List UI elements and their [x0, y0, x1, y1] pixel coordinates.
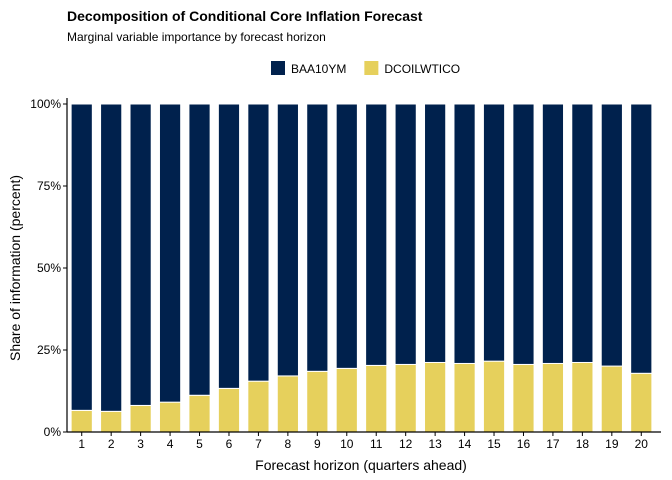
- x-tick-label: 8: [285, 437, 292, 451]
- x-tick-label: 10: [340, 437, 354, 451]
- bar-baa10ym-14: [453, 103, 476, 364]
- legend-label-baa10ym: BAA10YM: [291, 62, 346, 76]
- x-tick-label: 15: [487, 437, 501, 451]
- bar-dcoilwtico-16: [512, 363, 535, 433]
- y-tick-label: 75%: [37, 179, 61, 193]
- axes: 1 2 3 4 5 6 7 8 9 10 11 12 13 14 15 16 17 18 19 200%25%50%7…: [30, 97, 661, 451]
- legend-swatch-dcoilwtico: [364, 61, 379, 75]
- bar-baa10ym-10: [335, 103, 358, 369]
- bar-dcoilwtico-19: [600, 365, 623, 433]
- bar-baa10ym-16: [512, 103, 535, 365]
- x-tick-label: 14: [458, 437, 472, 451]
- x-tick-label: 13: [428, 437, 442, 451]
- bar-dcoilwtico-6: [217, 387, 241, 433]
- legend-label-dcoilwtico: DCOILWTICO: [384, 62, 460, 76]
- bar-dcoilwtico-3: [129, 404, 152, 433]
- bars: [70, 103, 653, 433]
- bar-baa10ym-11: [365, 103, 388, 366]
- x-tick-label: 19: [605, 437, 619, 451]
- x-tick-label: 5: [196, 437, 203, 451]
- bar-dcoilwtico-2: [100, 410, 123, 433]
- x-tick-label: 18: [576, 437, 590, 451]
- bar-dcoilwtico-4: [158, 401, 182, 433]
- bar-baa10ym-13: [424, 103, 447, 363]
- bar-baa10ym-9: [306, 103, 329, 372]
- x-tick-label: 6: [226, 437, 233, 451]
- bar-baa10ym-19: [600, 103, 623, 367]
- bar-dcoilwtico-17: [541, 362, 565, 433]
- y-tick-label: 0%: [44, 425, 62, 439]
- bar-baa10ym-4: [158, 103, 182, 403]
- x-tick-label: 1: [78, 437, 85, 451]
- bar-dcoilwtico-11: [365, 364, 388, 433]
- bar-dcoilwtico-7: [247, 380, 270, 433]
- x-tick-label: 12: [399, 437, 413, 451]
- bar-dcoilwtico-18: [571, 361, 594, 433]
- bar-dcoilwtico-1: [70, 409, 93, 433]
- chart-subtitle: Marginal variable importance by forecast…: [67, 30, 326, 44]
- bar-baa10ym-20: [630, 103, 653, 374]
- y-tick-label: 100%: [30, 97, 61, 111]
- bar-baa10ym-5: [188, 103, 211, 396]
- bar-baa10ym-1: [70, 103, 93, 411]
- bar-baa10ym-18: [571, 103, 594, 363]
- x-tick-label: 2: [108, 437, 115, 451]
- legend-swatch-baa10ym: [271, 61, 285, 75]
- bar-dcoilwtico-15: [482, 360, 506, 433]
- bar-baa10ym-12: [394, 103, 417, 365]
- bar-dcoilwtico-9: [306, 370, 329, 433]
- x-tick-label: 3: [137, 437, 144, 451]
- bar-baa10ym-2: [100, 103, 123, 412]
- bar-dcoilwtico-12: [394, 363, 417, 433]
- y-tick-label: 50%: [37, 261, 61, 275]
- x-tick-label: 4: [167, 437, 174, 451]
- bar-dcoilwtico-13: [424, 361, 447, 433]
- x-tick-label: 20: [635, 437, 649, 451]
- bar-baa10ym-3: [129, 103, 152, 406]
- bar-dcoilwtico-14: [453, 362, 476, 433]
- x-tick-label: 9: [314, 437, 321, 451]
- y-axis-label: Share of information (percent): [7, 175, 23, 361]
- bar-baa10ym-17: [541, 103, 565, 364]
- x-tick-label: 11: [370, 437, 383, 451]
- x-tick-label: 7: [255, 437, 262, 451]
- bar-dcoilwtico-5: [188, 394, 211, 433]
- x-axis-label: Forecast horizon (quarters ahead): [255, 457, 467, 473]
- bar-dcoilwtico-20: [630, 372, 653, 433]
- y-tick-label: 25%: [37, 343, 61, 357]
- bar-baa10ym-15: [482, 103, 506, 362]
- bar-baa10ym-6: [217, 103, 241, 389]
- x-tick-label: 17: [546, 437, 560, 451]
- bar-baa10ym-7: [247, 103, 270, 382]
- x-tick-label: 16: [517, 437, 531, 451]
- bar-baa10ym-8: [276, 103, 299, 377]
- bar-dcoilwtico-8: [276, 375, 299, 433]
- bar-dcoilwtico-10: [335, 367, 358, 433]
- chart-title: Decomposition of Conditional Core Inflat…: [67, 8, 423, 24]
- legend: BAA10YM DCOILWTICO: [271, 61, 460, 76]
